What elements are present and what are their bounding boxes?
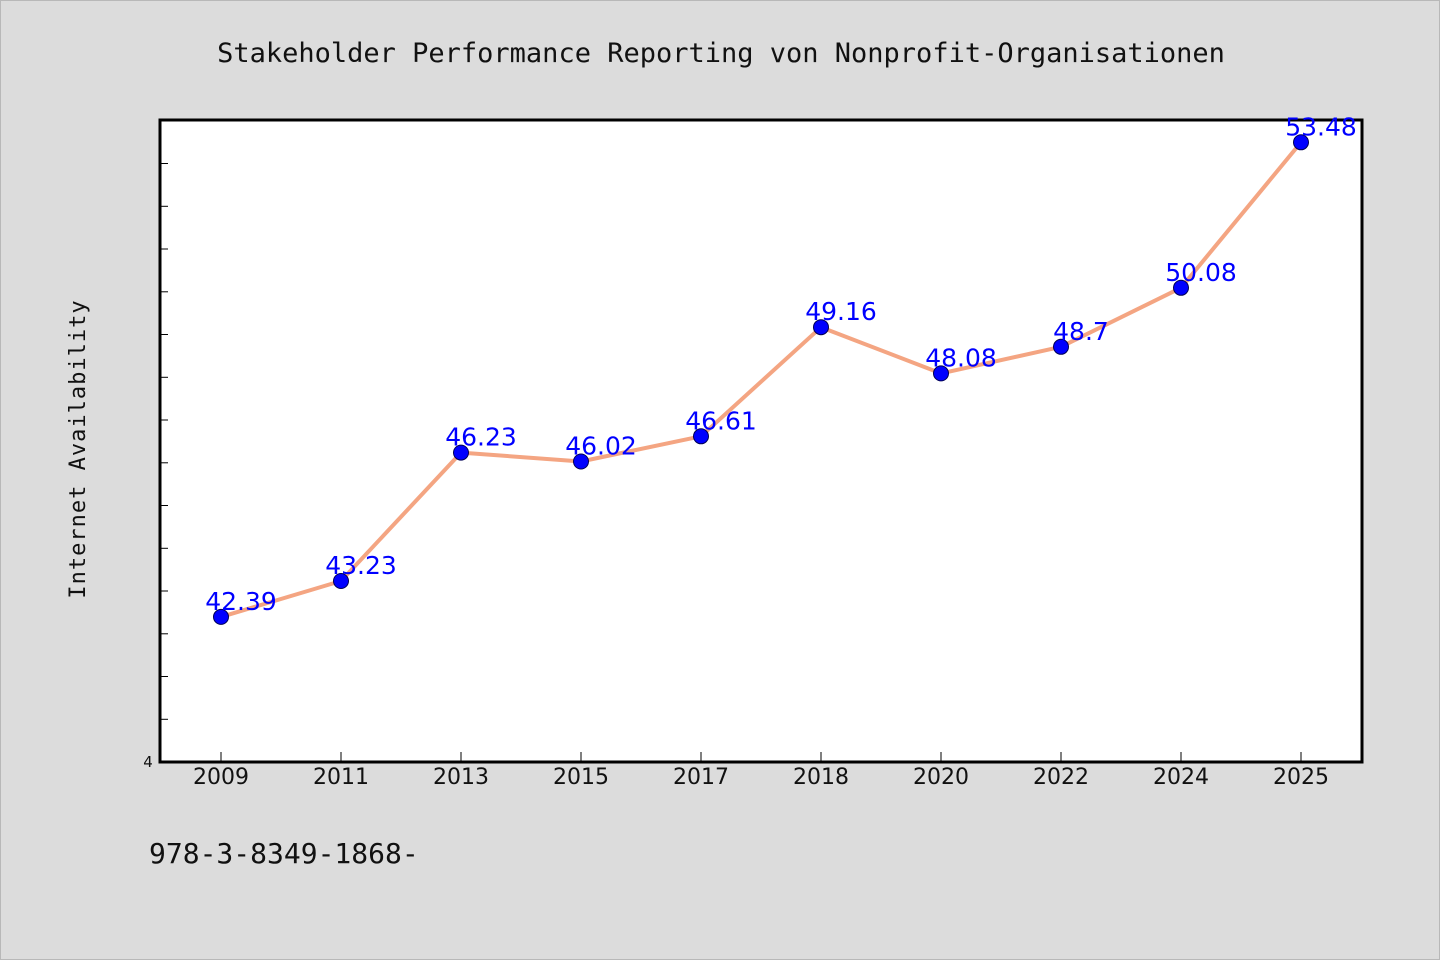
data-point [1053,338,1069,355]
x-tick-label: 2011 [313,765,369,790]
x-tick-label: 2022 [1033,765,1089,790]
data-point [213,608,229,625]
data-label: 42.39 [205,587,277,616]
data-label: 46.02 [565,432,637,461]
data-label: 46.61 [685,406,757,435]
data-label: 48.08 [925,343,997,372]
y-tick-label: 4 [143,753,153,771]
data-point [573,453,589,470]
data-labels: 42.39 43.23 46.23 46.02 46.61 49.16 48.08 48.7 5… [205,112,1357,616]
x-tick-label: 2017 [673,765,729,790]
series-line [219,140,1303,619]
x-tick-label: 2024 [1153,765,1209,790]
data-point [693,428,709,445]
x-tick-label: 2018 [793,765,849,790]
x-axis-ticks: 2009 2011 2013 2015 2017 2018 2020 2022 2024 2025 [193,752,1329,790]
x-tick-label: 2025 [1273,765,1329,790]
x-tick-label: 2013 [433,765,489,790]
footer-text: 978-3-8349-1868- [149,837,419,870]
series-markers [213,134,1309,625]
data-label: 49.16 [805,297,877,326]
x-tick-label: 2015 [553,765,609,790]
data-label: 48.7 [1053,317,1109,346]
data-point [933,365,949,382]
y-axis-label: Internet Availability [66,299,91,598]
chart-title: Stakeholder Performance Reporting von No… [217,38,1225,69]
data-label: 43.23 [325,551,397,580]
data-point [333,573,349,589]
data-label: 50.08 [1165,258,1237,287]
data-point [1293,134,1309,151]
x-tick-label: 2020 [913,765,969,790]
data-label: 46.23 [445,423,517,452]
data-label: 53.48 [1285,112,1357,141]
x-tick-label: 2009 [193,765,249,790]
data-point [813,319,829,336]
data-point [1173,279,1189,296]
plot-area [158,118,1364,764]
data-point [453,444,469,461]
y-axis-ticks [160,163,168,720]
